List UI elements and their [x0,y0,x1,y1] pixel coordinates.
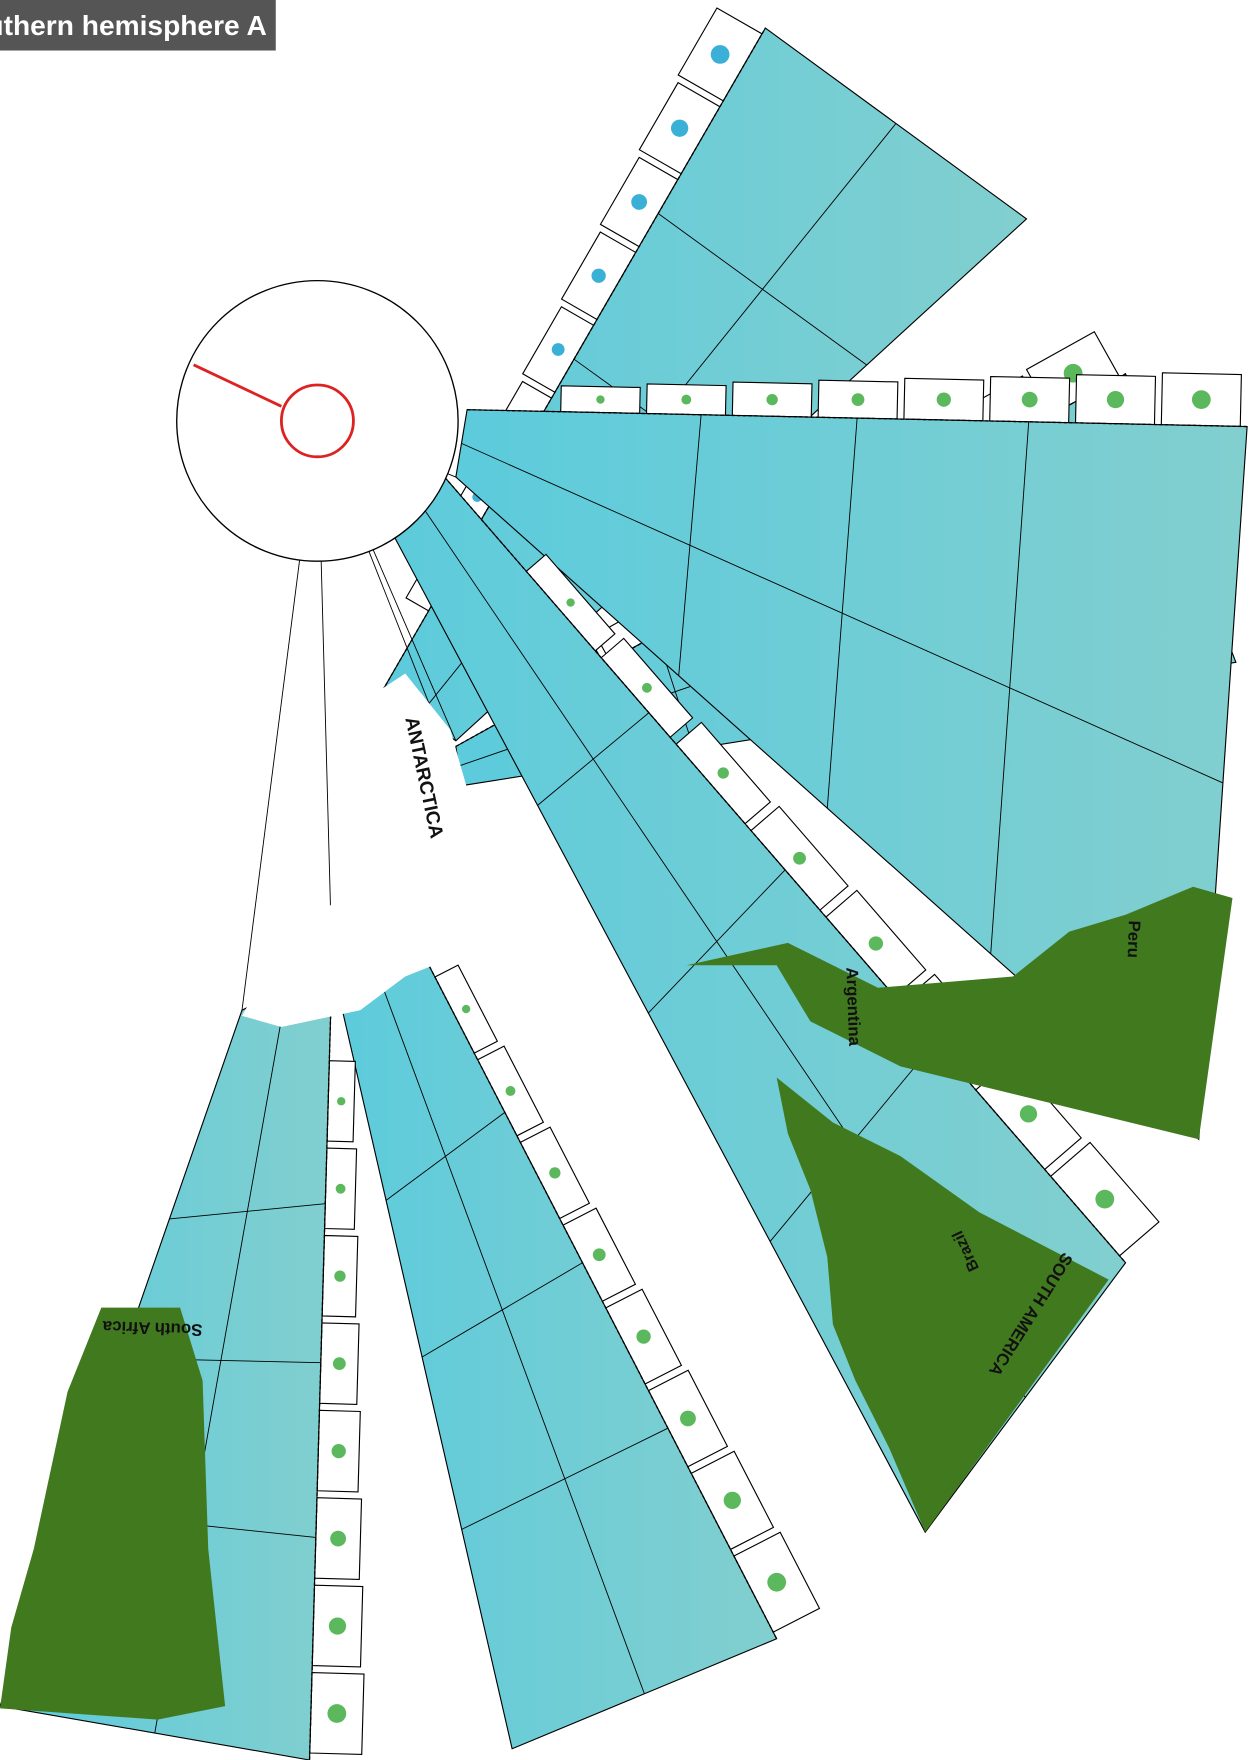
tab-dot [327,1704,347,1723]
tab-dot [596,395,605,404]
tab-dot [328,1617,347,1635]
title-box: Southern hemisphere A [0,0,276,51]
land-south-america-east [776,1077,1109,1533]
tab-dot [936,392,951,407]
land-antarctica [241,673,563,1028]
title-background [0,0,276,51]
tab-dot [767,1572,787,1592]
tab-dot [670,119,689,137]
tab-dot [1191,390,1211,409]
tab-dot [681,394,692,405]
tab-dot [717,767,729,779]
tab-dot [337,1097,346,1106]
tab-dot [551,343,565,356]
tab-dot [636,1329,651,1344]
meridian-line [359,925,645,1694]
tab-dot [631,194,648,210]
tab-dot [1021,391,1038,408]
tab-dot [868,936,884,951]
title: Southern hemisphere A [0,10,267,41]
tab-dot [1095,1189,1115,1209]
tab-dot [505,1086,516,1096]
tab-dot [332,1357,346,1371]
tab-dot [330,1530,347,1547]
label-peru: Peru [1124,920,1144,958]
tab-dot [1019,1105,1038,1123]
label-argentina: Argentina [842,967,864,1047]
tab-dot [461,1004,471,1014]
land-south-africa [0,1307,226,1720]
tab-dot [680,1410,696,1427]
tab-dot [334,1270,346,1282]
land-south-america-west [686,886,1233,1140]
tab-dot [1106,390,1125,409]
tab-dot [549,1167,561,1179]
tab-dot [851,393,865,406]
tab-dot [566,598,575,607]
tab-dot [766,393,778,406]
tab-dot [335,1183,346,1194]
tab-dot [793,851,806,865]
gore-fold-line [308,965,333,1760]
tab-dot [592,1248,606,1262]
pole-cap [176,279,459,562]
tab-dot [641,682,652,693]
gores [0,7,1248,1760]
meridian-line [461,442,1224,784]
tab-dot [591,268,606,283]
tab-dot [331,1443,346,1459]
tab-dot [710,45,730,64]
tab-dot [723,1491,741,1509]
pole-cut-line [192,363,282,408]
label-south-africa: South Africa [102,1317,203,1339]
land [0,673,1233,1720]
pole-hole [279,383,355,459]
